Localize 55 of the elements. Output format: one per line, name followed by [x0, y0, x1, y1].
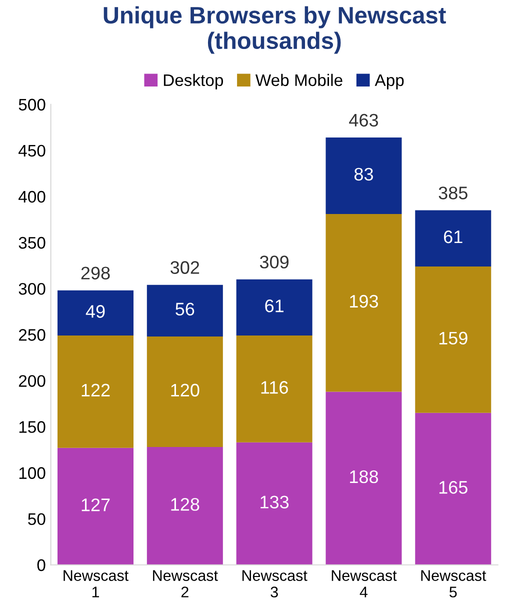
bar	[58, 336, 134, 448]
total-label: 463	[349, 114, 378, 127]
y-tick-label: 250	[18, 329, 46, 341]
bar	[415, 266, 492, 413]
bar	[326, 392, 402, 565]
data-label: 165	[439, 480, 468, 494]
bar	[58, 448, 134, 565]
y-tick-label: 200	[18, 375, 46, 387]
data-label: 56	[176, 302, 194, 316]
x-tick-label: Newscast 2	[153, 570, 218, 598]
total-label: 298	[81, 266, 110, 280]
bar	[236, 442, 312, 565]
y-tick-label: 450	[18, 144, 46, 157]
data-label: 61	[265, 300, 284, 312]
bar	[58, 290, 134, 336]
legend-label: Desktop	[164, 74, 224, 90]
legend-label: Web Mobile	[255, 74, 342, 86]
bar	[236, 279, 312, 336]
bar	[326, 214, 402, 392]
data-label: 122	[82, 384, 110, 396]
data-label: 128	[171, 498, 200, 511]
total-label: 385	[438, 186, 468, 200]
data-label: 116	[261, 381, 288, 394]
data-label: 49	[86, 305, 105, 318]
data-label: 61	[444, 230, 462, 244]
data-label: 133	[260, 496, 289, 508]
bar	[415, 210, 492, 266]
y-tick-label: 350	[18, 236, 46, 249]
data-label: 127	[82, 498, 110, 512]
y-tick-label: 150	[19, 421, 46, 433]
x-tick-label: Newscast 5	[421, 570, 486, 598]
bar	[146, 336, 223, 447]
data-label: 193	[350, 294, 378, 308]
bar	[236, 336, 312, 442]
data-label: 159	[439, 332, 468, 345]
bar	[326, 138, 402, 214]
y-tick-label: 0	[37, 559, 46, 572]
y-tick-label: 50	[28, 513, 46, 526]
chart-title: Unique Browsers by Newscast (thousands)	[104, 6, 446, 54]
bar	[146, 284, 223, 336]
y-tick-label: 100	[19, 467, 46, 479]
y-tick-label: 500	[18, 98, 46, 111]
bar	[146, 446, 223, 565]
total-label: 302	[170, 261, 200, 274]
bar	[415, 412, 492, 565]
total-label: 309	[260, 256, 289, 268]
y-tick-label: 300	[18, 282, 46, 295]
legend-label: App	[374, 74, 404, 90]
data-label: 83	[354, 168, 373, 181]
data-label: 120	[171, 384, 200, 397]
x-tick-label: Newscast 1	[64, 570, 129, 598]
y-tick-label: 400	[18, 190, 46, 203]
data-label: 188	[350, 470, 378, 484]
x-tick-label: Newscast 4	[332, 570, 397, 598]
x-tick-label: Newscast 3	[242, 570, 308, 598]
